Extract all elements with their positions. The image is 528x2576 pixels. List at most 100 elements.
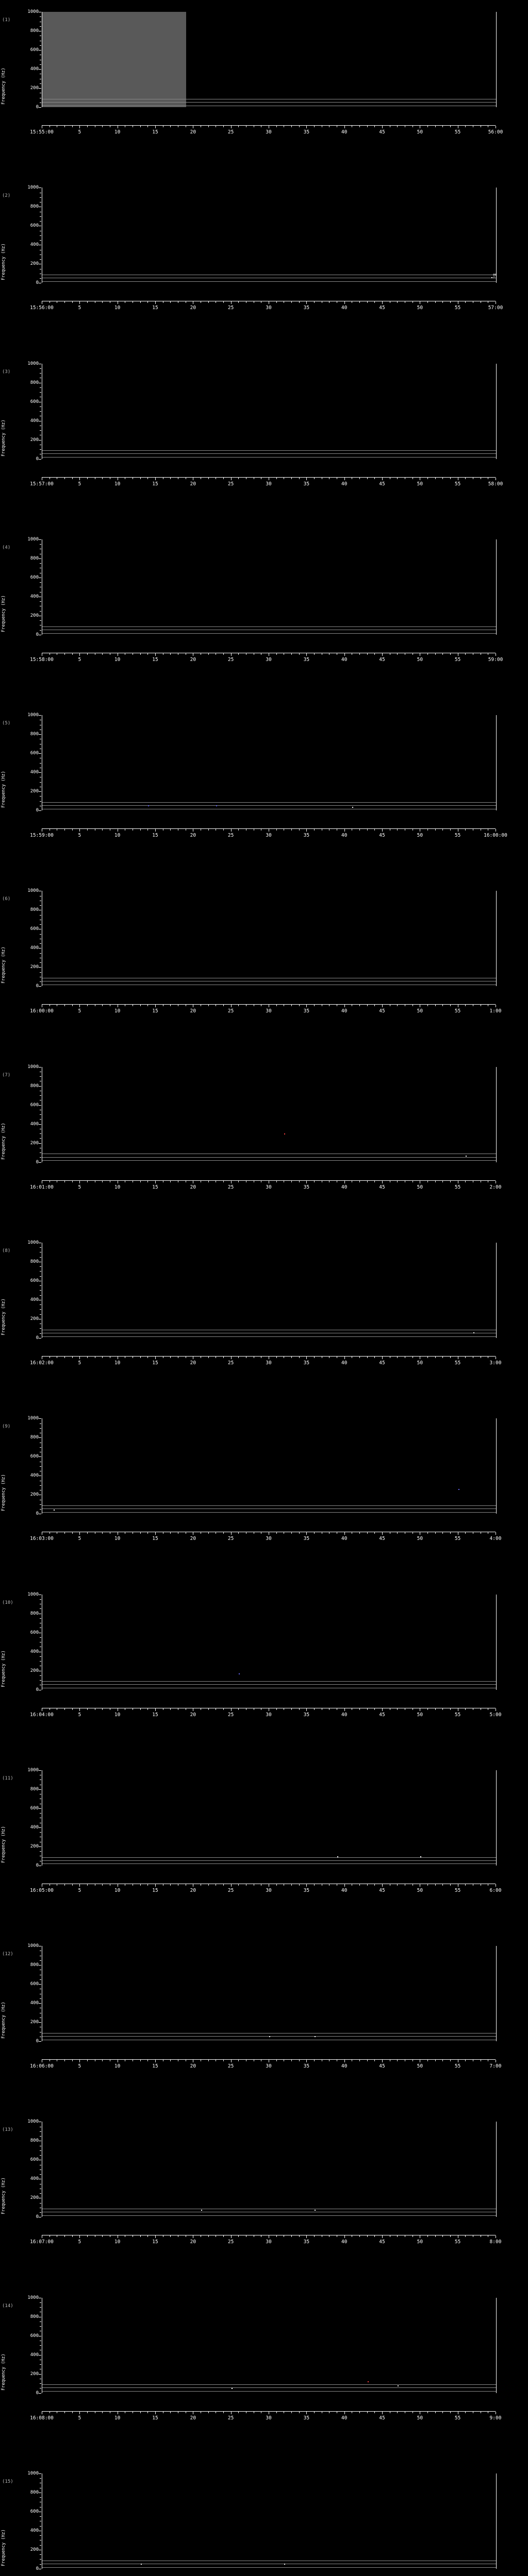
x-tick-minor (299, 126, 300, 127)
y-tick-minor (40, 1295, 41, 1296)
x-tick-minor (64, 1180, 65, 1182)
y-tick-minor (40, 1119, 41, 1120)
y-tick-minor (40, 392, 41, 393)
y-tick-minor (40, 1680, 41, 1681)
x-tick-minor (223, 2411, 224, 2413)
y-tick-label: 1000 (27, 2295, 39, 2300)
x-tick-label: 10 (114, 1536, 121, 1542)
x-tick-label: 45 (379, 1536, 385, 1542)
x-tick-minor (359, 1708, 360, 1710)
y-tick-label: 600 (30, 47, 39, 53)
detection-marker (201, 2209, 202, 2211)
x-tick-minor (291, 301, 292, 303)
x-tick-label: 20 (190, 129, 196, 135)
x-tick-major (344, 301, 345, 304)
x-tick-minor (140, 1884, 141, 1886)
x-tick-minor (435, 301, 436, 303)
x-tick-major (306, 2235, 307, 2239)
y-tick-minor (40, 1960, 41, 1961)
baseline-trace (42, 1512, 496, 1513)
x-tick-minor (147, 126, 148, 127)
x-tick-minor (450, 2411, 451, 2413)
x-tick-minor (374, 477, 375, 479)
x-tick-minor (427, 301, 428, 303)
x-tick-major (306, 2411, 307, 2414)
x-tick-major (79, 301, 80, 304)
x-tick-label: 10 (114, 1360, 121, 1366)
x-tick-minor (72, 2060, 73, 2062)
spectrogram-panel: (6) Frequency (Hz) 0 200 400 600 800 1000 16:00:… (0, 879, 528, 1055)
x-tick-major (344, 1708, 345, 1711)
y-tick-label: 200 (30, 2020, 39, 2025)
y-tick-label: 400 (30, 1297, 39, 1302)
y-tick-minor (40, 1675, 41, 1676)
y-tick-label: 600 (30, 1805, 39, 1811)
x-tick-minor (435, 126, 436, 127)
y-tick-mark (39, 1418, 41, 1419)
x-tick-minor (102, 1356, 103, 1358)
x-tick-minor (64, 2235, 65, 2238)
x-tick-minor (87, 126, 88, 127)
x-tick-label: 40 (341, 1536, 348, 1542)
baseline-trace (42, 1860, 496, 1861)
x-tick-label: 20 (190, 2063, 196, 2070)
x-tick-label: 25 (227, 833, 234, 839)
x-tick-label: 25 (227, 2239, 234, 2245)
x-tick-major (344, 126, 345, 128)
x-tick-minor (427, 1708, 428, 1710)
y-tick-label: 600 (30, 1981, 39, 1987)
x-tick-minor (299, 301, 300, 303)
x-tick-major (306, 1356, 307, 1359)
x-tick-minor (442, 2235, 443, 2238)
x-tick-label: 35 (303, 1360, 310, 1366)
baseline-trace (42, 1505, 496, 1506)
y-tick-minor (40, 2383, 41, 2384)
x-tick-major (155, 2235, 156, 2239)
x-tick-minor (397, 2060, 398, 2062)
x-tick-label: 25 (227, 1360, 234, 1366)
x-tick-minor (412, 1356, 413, 1358)
y-tick-label: 1000 (27, 1416, 39, 1421)
y-tick-minor (40, 1157, 41, 1158)
detection-marker (284, 1133, 286, 1135)
x-tick-label: 35 (303, 1711, 310, 1718)
panel-index-label: (12) (2, 1952, 13, 1957)
x-tick-label: 15 (152, 1536, 158, 1542)
x-tick-minor (291, 2411, 292, 2413)
y-tick-label: 0 (36, 2566, 39, 2571)
y-tick-mark (39, 810, 41, 811)
x-tick-label: 40 (341, 129, 348, 135)
plot-area (42, 1066, 497, 1162)
y-axis-ticks: 0 200 400 600 800 1000 (0, 0, 42, 176)
x-tick-label: 16:02:00 (30, 1360, 54, 1366)
y-tick-label: 0 (36, 1862, 39, 1868)
x-tick-label: 10 (114, 481, 121, 487)
y-tick-minor (40, 2212, 41, 2213)
x-tick-major (230, 2235, 232, 2239)
x-tick-major (382, 1532, 383, 1535)
x-tick-label: 5 (78, 833, 81, 839)
y-tick-minor (40, 1285, 41, 1286)
x-tick-major (79, 653, 80, 656)
y-tick-label: 800 (30, 2138, 39, 2144)
x-tick-label: 35 (303, 833, 310, 839)
y-tick-minor (40, 1599, 41, 1600)
x-tick-label: 55 (454, 1536, 461, 1542)
x-tick-major (344, 653, 345, 656)
y-tick-minor (40, 1333, 41, 1334)
x-tick-minor (147, 1005, 148, 1007)
baseline-trace (42, 805, 496, 806)
y-tick-label: 0 (36, 808, 39, 814)
y-tick-minor (40, 1304, 41, 1306)
x-tick-major (79, 1532, 80, 1535)
x-tick-label: 56:00 (488, 129, 503, 135)
x-tick-label: 55 (454, 656, 461, 663)
x-tick-minor (238, 1532, 239, 1534)
y-tick-label: 400 (30, 66, 39, 72)
x-tick-minor (314, 2235, 315, 2238)
x-tick-label: 15 (152, 1008, 158, 1014)
x-tick-label: 5 (78, 1360, 81, 1366)
plot-area (42, 891, 497, 987)
x-tick-minor (427, 829, 428, 831)
x-tick-minor (170, 829, 171, 831)
